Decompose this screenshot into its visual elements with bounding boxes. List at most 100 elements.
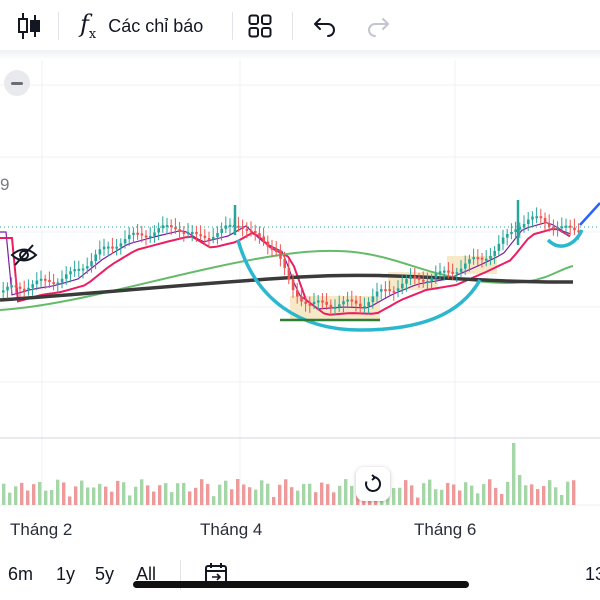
volume-bar [152,491,156,505]
candle-body [548,223,551,227]
candle-body [174,227,177,230]
volume-bar [200,479,204,505]
candle-body [60,278,64,283]
candle-body [2,290,5,293]
hide-eye-icon[interactable] [10,243,38,272]
candle-body [27,287,30,290]
range-5y-button[interactable]: 5y [95,564,115,584]
volume-bar [500,494,504,505]
candle-body [241,226,244,229]
candle-body [86,266,89,269]
volume-bar [74,486,78,505]
volume-bar [122,482,126,505]
candle-body [140,233,144,236]
volume-bar [560,494,564,505]
candle-body [119,243,123,247]
volume-bar [38,481,42,505]
candle-body [401,283,404,289]
volume-bar [230,489,234,505]
indicators-button[interactable]: fx Các chỉ báo [80,10,203,42]
candle-body [275,249,278,252]
calendar-icon[interactable] [204,562,228,591]
candlestick-icon[interactable] [16,10,42,42]
home-indicator [133,581,469,588]
volume-bar [458,490,462,505]
volume-bar [2,483,6,505]
volume-bar [440,489,444,505]
candle-body [371,296,375,303]
range-1y-button[interactable]: 1y [56,564,76,584]
volume-bar [566,481,570,505]
candle-body [443,270,446,273]
volume-bar [548,480,552,505]
volume-bar [332,492,336,505]
layout-grid-icon[interactable] [248,10,272,42]
candle-body [317,300,320,303]
candle-body [468,259,471,264]
candle-body [354,300,358,304]
candle-body [39,278,43,281]
candle-body [73,269,76,272]
volume-bar [260,480,264,505]
candle-body [573,227,576,231]
volume-bar [314,492,318,505]
candle-body [149,235,152,238]
volume-bar [86,487,90,505]
candle-body [90,261,93,267]
volume-bar [194,487,198,505]
volume-bar [482,484,486,505]
minus-icon [11,81,23,85]
candle-body [514,229,517,233]
candle-body [531,216,534,220]
candle-body [94,254,97,262]
volume-bar [338,485,342,505]
candle-body [123,239,127,244]
reset-chart-button[interactable] [356,467,390,501]
redo-icon[interactable] [366,10,390,42]
candle-body [489,255,492,259]
volume-bar [224,480,228,505]
toolbar-divider [58,12,59,40]
volume-bar [434,489,438,505]
highlight-box [447,256,497,274]
candle-body [203,235,207,239]
price-chart[interactable]: 9 Tháng 2 Tháng 4 Tháng 6 [0,56,600,546]
candle-body [480,257,484,260]
candle-body [346,299,349,302]
candle-body [165,225,169,228]
candle-body [136,232,139,235]
toolbar-shadow [0,50,600,60]
volume-bar [104,486,108,505]
volume-bar [242,484,246,505]
candle-body [296,290,299,297]
candle-body [18,286,22,289]
range-all-button[interactable]: All [136,564,157,584]
candlesticks [2,200,580,316]
candle-body [396,288,400,291]
candle-body [464,263,467,269]
candle-body [455,272,459,275]
candle-body [69,271,72,275]
candle-body [52,282,55,285]
candle-body [476,257,480,260]
volume-bar [572,480,576,505]
chart-canvas: 9 Tháng 2 Tháng 4 Tháng 6 [0,60,600,539]
candle-body [329,304,333,308]
time-readout: 13 [585,564,600,584]
candle-body [522,224,526,228]
volume-bar [554,487,558,505]
candle-body [552,226,555,229]
volume-bar [236,479,240,505]
candle-body [384,289,387,292]
volume-bar [524,485,528,505]
volume-bar [62,482,66,505]
volume-bar [158,485,162,505]
undo-icon[interactable] [313,10,337,42]
volume-bar [92,487,96,505]
range-6m-button[interactable]: 6m [8,564,34,584]
collapse-legend-button[interactable] [4,70,30,96]
volume-bar [14,486,18,505]
volume-bar [182,482,186,505]
volume-bar [44,490,48,505]
volume-bar [278,484,282,505]
